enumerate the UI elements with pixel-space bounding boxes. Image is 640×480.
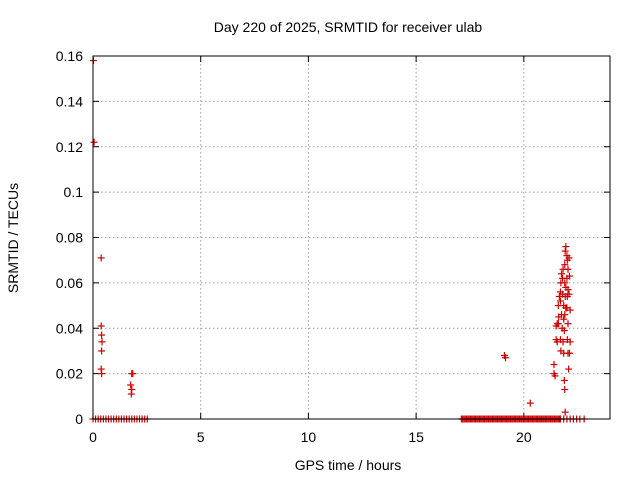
tick-labels: 0 0.02 0.04 0.06 0.08 0.1 0.12 0.14 0.16 0 5 10 15 20 xyxy=(56,48,532,445)
x-tick-label: 0 xyxy=(89,429,97,445)
x-axis-label: GPS time / hours xyxy=(295,457,402,473)
data-point xyxy=(564,265,572,273)
y-axis-label: SRMTID / TECUs xyxy=(5,183,21,293)
y-tick-label: 0 xyxy=(75,411,83,427)
x-tick-label: 10 xyxy=(301,429,317,445)
y-tick-label: 0.08 xyxy=(56,230,83,246)
data-point xyxy=(556,297,564,305)
chart-title: Day 220 of 2025, SRMTID for receiver ula… xyxy=(214,19,483,35)
y-tick-label: 0.06 xyxy=(56,275,83,291)
data-point xyxy=(566,338,574,346)
data-point xyxy=(560,327,568,335)
data-point xyxy=(565,365,573,373)
data-point xyxy=(561,279,569,287)
data-point xyxy=(566,272,574,280)
data-point xyxy=(561,247,569,255)
data-point xyxy=(98,331,106,339)
data-point xyxy=(526,399,534,407)
data-point xyxy=(551,372,559,380)
data-point xyxy=(554,320,562,328)
data-point xyxy=(129,370,137,378)
data-point xyxy=(560,376,568,384)
data-point xyxy=(90,138,98,146)
data-point xyxy=(564,286,572,294)
data-point xyxy=(565,254,573,262)
data-point xyxy=(560,315,568,323)
data-point xyxy=(550,361,558,369)
data-point xyxy=(561,408,569,416)
data-point xyxy=(566,349,574,357)
data-point xyxy=(127,381,135,389)
data-point xyxy=(97,254,105,262)
data-point xyxy=(558,270,566,278)
data-point xyxy=(561,386,569,394)
data-point xyxy=(98,338,106,346)
y-tick-label: 0.1 xyxy=(64,184,84,200)
data-point xyxy=(565,290,573,298)
data-point xyxy=(98,370,106,378)
y-tick-label: 0.04 xyxy=(56,320,83,336)
data-point xyxy=(98,347,106,355)
y-tick-label: 0.12 xyxy=(56,139,83,155)
x-tick-label: 5 xyxy=(197,429,205,445)
x-tick-label: 20 xyxy=(516,429,532,445)
y-tick-label: 0.02 xyxy=(56,366,83,382)
data-point xyxy=(97,322,105,330)
data-point xyxy=(562,243,570,251)
grid-lines xyxy=(93,56,610,419)
y-tick-label: 0.16 xyxy=(56,48,83,64)
data-point xyxy=(559,338,567,346)
data-point xyxy=(561,261,569,269)
data-markers xyxy=(89,57,588,423)
data-point xyxy=(561,311,569,319)
x-tick-label: 15 xyxy=(408,429,424,445)
data-point xyxy=(566,306,574,314)
plot-frame xyxy=(92,55,611,420)
data-point xyxy=(564,320,572,328)
data-point xyxy=(502,354,510,362)
data-point xyxy=(127,390,135,398)
y-tick-label: 0.14 xyxy=(56,93,83,109)
axis-ticks xyxy=(92,55,610,420)
